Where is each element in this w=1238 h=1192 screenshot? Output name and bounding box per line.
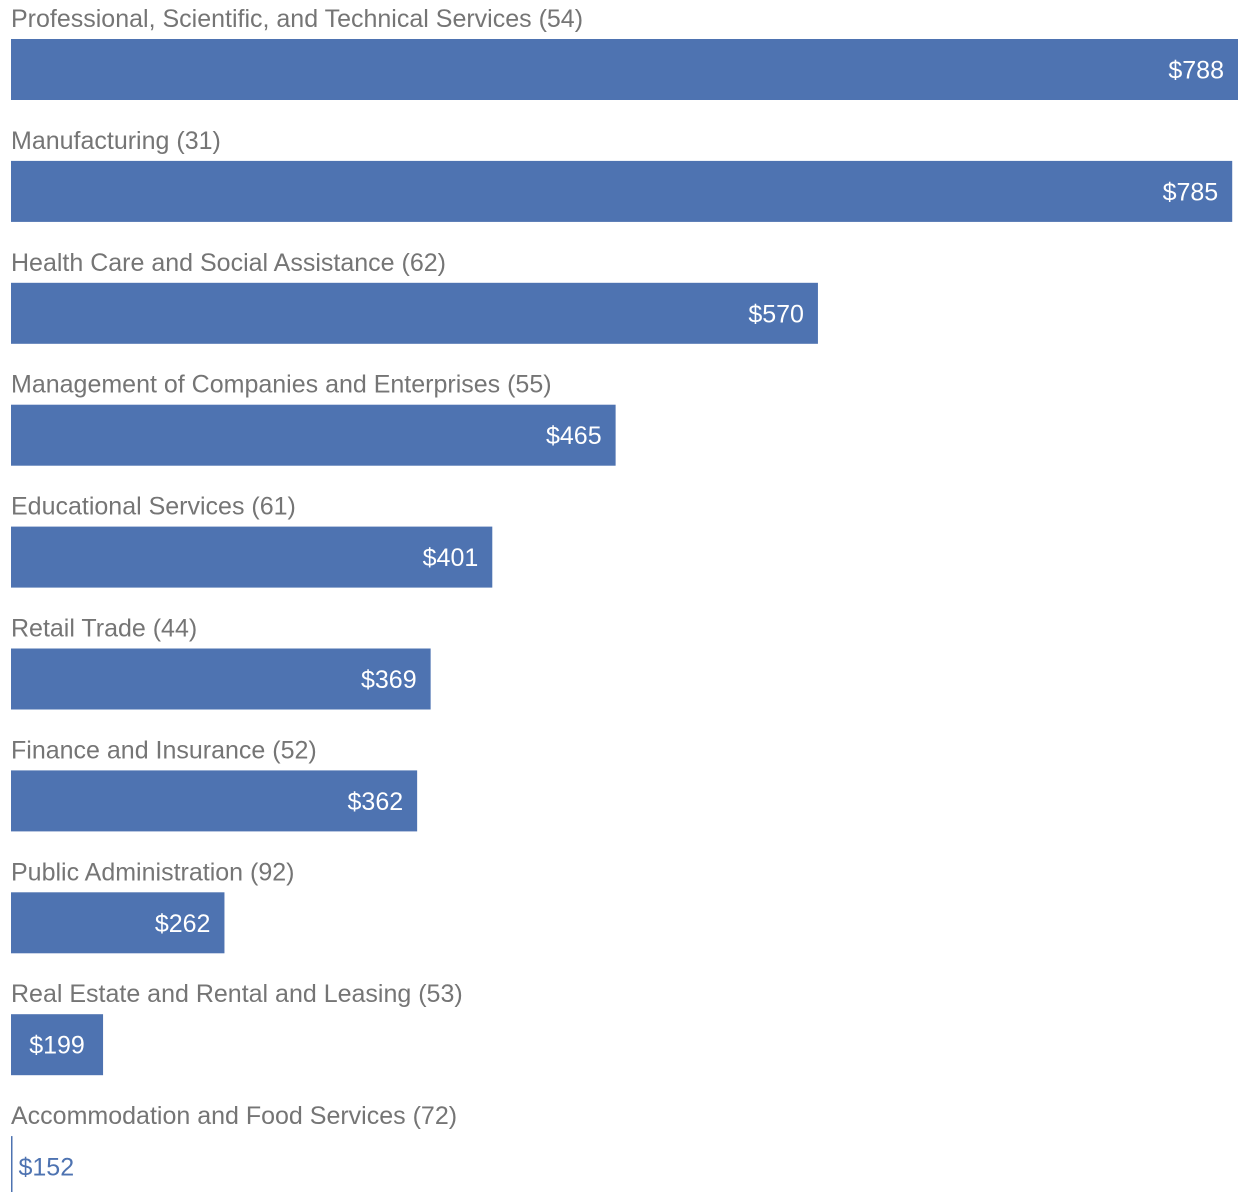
bar (11, 1136, 13, 1192)
bar (11, 404, 616, 466)
value-label: $785 (1163, 178, 1219, 206)
value-label: $465 (546, 422, 602, 450)
value-label: $788 (1168, 57, 1224, 85)
value-label: $262 (155, 910, 211, 938)
bar (11, 770, 418, 832)
bar (11, 648, 431, 710)
category-label: Health Care and Social Assistance (62) (11, 249, 446, 277)
bar (11, 160, 1233, 222)
category-label: Public Administration (92) (11, 858, 294, 886)
value-label: $401 (423, 544, 479, 572)
bar (11, 282, 818, 344)
value-label: $570 (748, 300, 804, 328)
bar (11, 1014, 104, 1076)
value-label: $362 (348, 788, 404, 816)
category-label: Accommodation and Food Services (72) (11, 1102, 457, 1130)
category-label: Finance and Insurance (52) (11, 736, 317, 764)
category-label: Educational Services (61) (11, 493, 296, 521)
value-label: $199 (29, 1032, 85, 1060)
value-label: $152 (19, 1154, 75, 1182)
category-label: Retail Trade (44) (11, 615, 197, 643)
category-label: Professional, Scientific, and Technical … (11, 5, 583, 33)
category-label: Manufacturing (31) (11, 127, 221, 155)
bar (11, 39, 1238, 100)
bar (11, 892, 225, 954)
value-label: $369 (361, 666, 417, 694)
category-label: Real Estate and Rental and Leasing (53) (11, 980, 463, 1008)
category-label: Management of Companies and Enterprises … (11, 371, 552, 399)
bar (11, 526, 493, 588)
